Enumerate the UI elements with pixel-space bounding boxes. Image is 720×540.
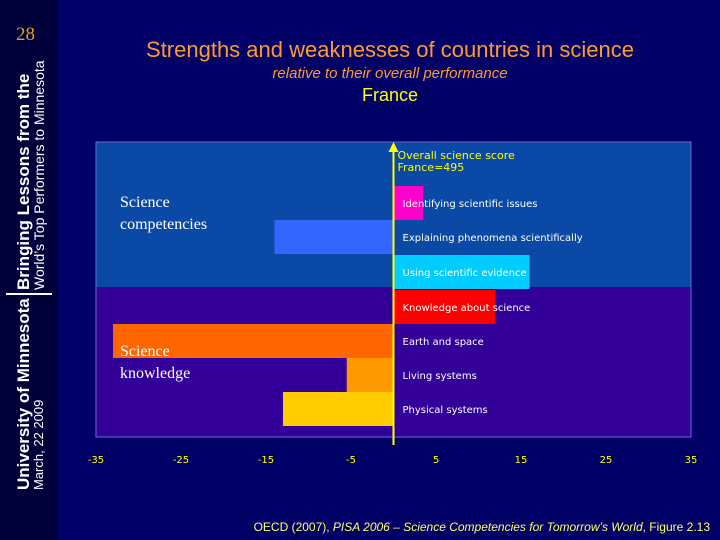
bar-label-2: Using scientific evidence <box>403 268 527 279</box>
chart-title: Strengths and weaknesses of countries in… <box>146 37 634 62</box>
x-tick-label-5: 15 <box>515 455 528 466</box>
bar-label-3: Knowledge about science <box>403 303 531 314</box>
sidebar: 28 Bringing Lessons from the World’s Top… <box>0 0 57 540</box>
reference-label: Overall science score <box>398 149 515 162</box>
x-tick-label-1: -25 <box>173 455 189 466</box>
group-label-0-line2: competencies <box>120 216 207 233</box>
group-label-1-line2: knowledge <box>120 365 190 382</box>
reference-value: France=495 <box>398 161 465 174</box>
bar-label-0: Identifying scientific issues <box>403 199 538 210</box>
bars <box>113 186 530 426</box>
x-tick-label-3: -5 <box>346 455 356 466</box>
bar-labels: Identifying scientific issues Explaining … <box>403 199 583 416</box>
x-ticks: -35 -25 -15 -5 5 15 25 35 <box>88 455 698 466</box>
citation-prefix: OECD (2007), <box>253 520 333 534</box>
citation-title: PISA 2006 – Science Competencies for Tom… <box>332 520 643 534</box>
bar-3 <box>393 290 496 324</box>
bar-0 <box>393 186 424 220</box>
source-citation: OECD (2007), PISA 2006 – Science Compete… <box>254 520 710 534</box>
bar-5 <box>346 358 394 392</box>
x-tick-label-2: -15 <box>258 455 274 466</box>
x-tick-label-6: 25 <box>600 455 613 466</box>
group-labels: Science competencies Science knowledge <box>120 194 207 382</box>
bar-label-4: Earth and space <box>403 337 484 348</box>
bar-label-5: Living systems <box>403 371 477 382</box>
chart-subtitle: relative to their overall performance <box>272 65 508 82</box>
slide-number: 28 <box>16 24 35 45</box>
bar-label-1: Explaining phenomena scientifically <box>403 233 583 244</box>
bar-1 <box>274 220 394 254</box>
chart-country: France <box>361 85 419 105</box>
group-label-1-line1: Science <box>120 343 170 360</box>
bar-4 <box>113 324 394 358</box>
bar-2 <box>393 255 530 289</box>
group-label-0-line1: Science <box>120 194 170 211</box>
sidebar-divider <box>6 293 52 295</box>
x-tick-label-7: 35 <box>685 455 698 466</box>
bar-label-6: Physical systems <box>403 405 488 416</box>
reference-arrow <box>388 142 399 152</box>
bar-6 <box>283 392 394 426</box>
x-tick-label-4: 5 <box>433 455 439 466</box>
citation-suffix: , Figure 2.13 <box>642 520 710 534</box>
x-tick-label-0: -35 <box>88 455 104 466</box>
